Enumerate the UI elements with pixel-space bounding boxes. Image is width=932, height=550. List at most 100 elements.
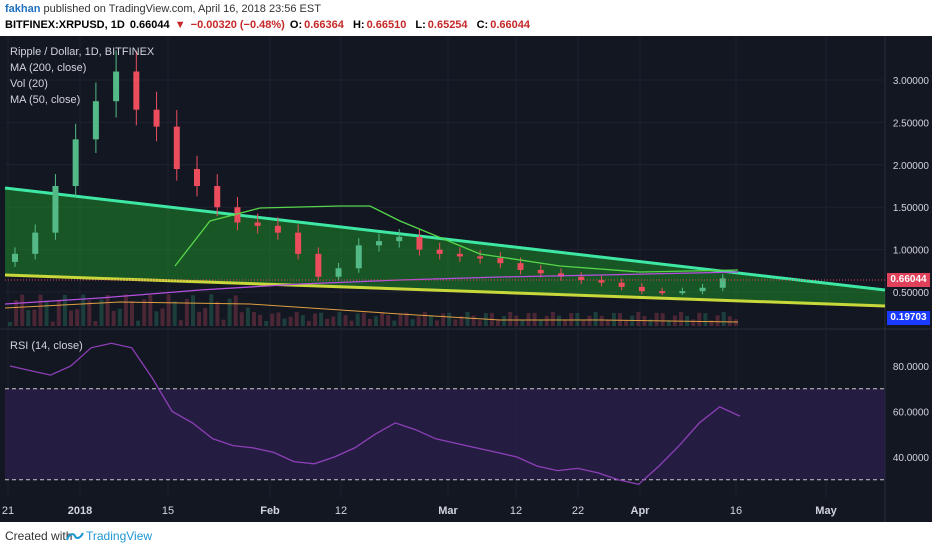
volume-bar — [8, 322, 12, 326]
volume-bar — [386, 315, 391, 326]
volume-bar — [544, 315, 549, 326]
volume-bar — [136, 320, 141, 326]
candle-body — [699, 287, 706, 292]
ma200-line — [4, 271, 739, 305]
volume-bar — [404, 312, 409, 326]
volume-bar — [239, 312, 244, 326]
low-value: 0.65254 — [427, 19, 468, 31]
tradingview-brand-link[interactable]: TradingView — [86, 529, 153, 543]
volume-bar — [599, 315, 604, 326]
candle-body — [274, 225, 281, 233]
volume-bar — [624, 319, 629, 326]
volume-bar — [203, 307, 208, 326]
x-tick-label: May — [815, 505, 837, 517]
volume-bar — [99, 299, 104, 326]
volume-bar — [593, 312, 598, 326]
volume-bar — [520, 319, 525, 326]
candle-body — [376, 241, 382, 246]
volume-bar — [258, 314, 263, 326]
volume-bar — [245, 307, 250, 326]
chart-area[interactable]: 21 2018 15 Feb 12 Mar 12 22 Apr 16 May 3.00000 2.500… — [0, 36, 932, 522]
low-label: L: — [415, 19, 426, 31]
volume-bar — [721, 312, 726, 326]
lower-trendline — [4, 273, 886, 308]
candle-body — [436, 249, 443, 254]
volume-bar — [69, 310, 73, 326]
volume-bar — [410, 319, 415, 326]
candle-body — [72, 139, 79, 186]
volume-bar — [209, 294, 214, 326]
volume-bar — [477, 320, 482, 326]
price-chart-svg[interactable]: 21 2018 15 Feb 12 Mar 12 22 Apr 16 May 3.00000 2.500… — [0, 36, 932, 522]
x-tick-label: Feb — [260, 505, 280, 517]
candle-body — [254, 222, 261, 226]
candle-body — [214, 186, 221, 208]
ma50-line — [174, 205, 739, 273]
volume-bar — [654, 312, 659, 326]
candle-body — [497, 258, 504, 264]
volume-bar — [221, 319, 226, 326]
candle-body — [456, 253, 463, 257]
author-link[interactable]: fakhan — [5, 3, 41, 15]
rsi-legend[interactable]: RSI (14, close) — [10, 340, 83, 352]
volume-bar — [453, 319, 458, 326]
volume-bar — [197, 311, 202, 326]
volume-bar — [380, 312, 385, 326]
candle-body — [719, 278, 726, 288]
rsi-tick-label: 60.0000 — [893, 408, 930, 419]
ma50-legend[interactable]: MA (50, close) — [10, 94, 81, 106]
symbol-line: BITFINEX:XRPUSD, 1D 0.66044 ▼ −0.00320 (… — [5, 19, 536, 31]
volume-bar — [575, 312, 580, 326]
candle-body — [234, 207, 241, 223]
volume-bar — [123, 294, 128, 326]
x-tick-label: 2018 — [68, 505, 92, 517]
down-arrow-icon: ▼ — [174, 19, 186, 31]
candle-body — [638, 286, 645, 292]
volume-bar — [727, 316, 732, 326]
volume-bar — [81, 294, 86, 326]
volume-bar — [154, 311, 159, 326]
price-change: −0.00320 (−0.48%) — [190, 19, 285, 31]
volume-bar — [538, 319, 543, 326]
volume-bar — [160, 308, 165, 326]
volume-bar — [514, 315, 519, 326]
volume-bar — [679, 312, 683, 326]
candle-body — [194, 169, 200, 186]
volume-bar — [605, 319, 610, 326]
tradingview-logo-icon — [66, 532, 84, 541]
close-value: 0.66044 — [490, 19, 530, 31]
volume-bar — [422, 312, 427, 326]
candle-body — [558, 273, 564, 277]
volume-bar — [178, 320, 183, 326]
candle-body — [396, 236, 403, 242]
volume-bar — [282, 318, 287, 326]
volume-bar — [465, 312, 470, 326]
rsi-tick-label: 80.0000 — [893, 362, 930, 373]
candle-body — [578, 276, 585, 281]
volume-bar — [111, 310, 116, 326]
volume-bar — [75, 309, 80, 326]
candle-body — [598, 280, 605, 283]
candle-body — [133, 71, 140, 110]
candle-body — [416, 236, 423, 250]
ma-price-tag: 0.19703 — [887, 311, 930, 325]
candle-body — [477, 256, 484, 259]
volume-bar — [660, 313, 665, 326]
vol-legend[interactable]: Vol (20) — [10, 78, 48, 90]
volume-bar — [703, 313, 708, 326]
volume-bar — [50, 321, 55, 326]
volume-bar — [14, 300, 19, 326]
high-label: H: — [352, 19, 365, 31]
volume-bar — [313, 313, 317, 326]
volume-bar — [62, 294, 67, 326]
ma200-legend[interactable]: MA (200, close) — [10, 62, 87, 74]
volume-bar — [56, 299, 61, 326]
volume-bar — [435, 320, 439, 326]
x-tick-label: 15 — [162, 505, 174, 517]
volume-bar — [343, 315, 348, 326]
y-tick-label: 0.50000 — [893, 288, 930, 299]
volume-bar — [416, 316, 421, 326]
volume-bar — [715, 315, 720, 326]
volume-bar — [392, 320, 397, 326]
volume-bar — [270, 313, 275, 326]
